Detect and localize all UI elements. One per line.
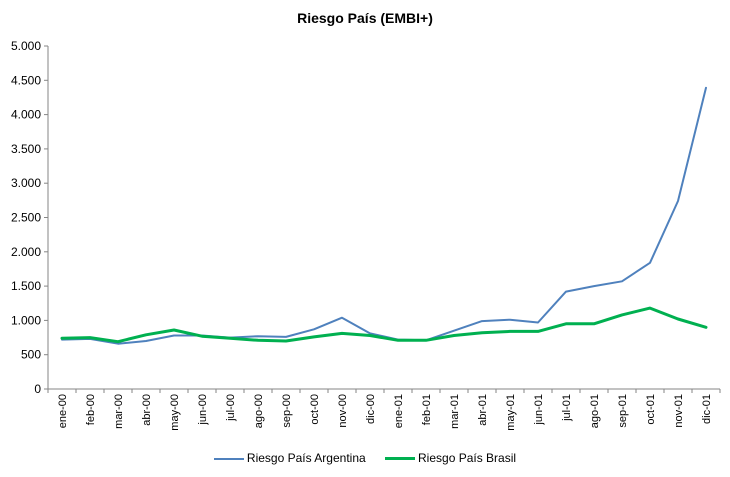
legend-item-brasil: Riesgo País Brasil [385, 451, 516, 465]
x-tick-label: feb-00 [85, 394, 97, 425]
y-tick-label: 4.500 [11, 73, 41, 87]
x-tick-label: nov-01 [673, 394, 685, 428]
legend-item-argentina: Riesgo País Argentina [213, 450, 366, 465]
legend-label-brasil: Riesgo País Brasil [418, 450, 517, 465]
y-tick-label: 2.500 [11, 211, 41, 225]
x-tick-label: may-00 [169, 394, 181, 431]
x-tick-label: abr-01 [477, 394, 489, 426]
x-tick-label: nov-00 [337, 394, 349, 428]
x-tick-label: mar-00 [113, 394, 125, 429]
x-tick-label: feb-01 [421, 394, 433, 425]
x-tick-label: sep-01 [617, 394, 629, 428]
x-tick-label: dic-00 [365, 394, 377, 424]
x-tick-label: sep-00 [281, 394, 293, 428]
y-tick-label: 1.500 [11, 279, 41, 293]
y-tick-label: 3.500 [11, 142, 41, 156]
x-tick-label: jun-01 [533, 394, 545, 426]
y-tick-label: 5.000 [11, 39, 41, 53]
y-tick-label: 3.000 [11, 176, 41, 190]
legend-label-argentina: Riesgo País Argentina [246, 450, 366, 465]
x-tick-label: oct-01 [645, 394, 657, 425]
y-tick-label: 0 [34, 382, 41, 396]
legend-swatch-argentina [213, 457, 244, 460]
x-tick-label: may-01 [505, 394, 517, 431]
chart-title: Riesgo País (EMBI+) [297, 10, 433, 26]
x-tick-label: jun-00 [197, 394, 209, 426]
y-tick-label: 2.000 [11, 245, 41, 259]
x-tick-label: mar-01 [449, 394, 461, 429]
y-tick-label: 1.000 [11, 313, 41, 327]
x-axis-ticks: ene-00 feb-00 mar-00 abr-00 may-00 jun-00 jul-… [47, 389, 721, 431]
y-axis-ticks: 0 500 1.000 1.500 2.000 2.500 3.000 3.500 4.000 4… [11, 39, 48, 396]
y-tick-label: 4.000 [11, 108, 41, 122]
x-tick-label: ene-01 [393, 394, 405, 428]
x-tick-label: abr-00 [141, 394, 153, 426]
y-tick-label: 500 [21, 348, 41, 362]
series-line-argentina [61, 86, 707, 345]
x-tick-label: oct-00 [309, 394, 321, 425]
x-tick-label: ago-01 [589, 394, 601, 428]
x-tick-label: ene-00 [57, 394, 69, 428]
series-line-brasil [60, 306, 708, 344]
series-lines [60, 86, 708, 345]
x-tick-label: dic-01 [701, 394, 713, 424]
x-tick-label: jul-01 [561, 394, 573, 422]
x-tick-label: ago-00 [253, 394, 265, 428]
legend-swatch-brasil [385, 457, 416, 461]
legend: Riesgo País Argentina Riesgo País Brasil [0, 450, 730, 465]
x-tick-label: jul-00 [225, 394, 237, 422]
